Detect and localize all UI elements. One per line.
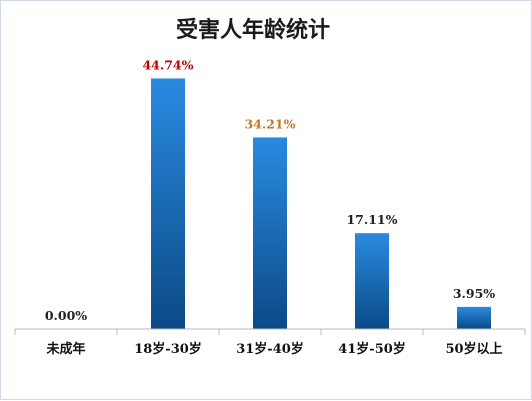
value-labels-group: 0.00% 44.74% 34.21% 17.11% 3.95% [45, 57, 495, 323]
bar-value-label: 44.74% [142, 57, 193, 72]
bar-value-label: 17.11% [346, 212, 397, 227]
category-label: 31岁-40岁 [236, 341, 304, 357]
category-label: 18岁-30岁 [134, 341, 202, 357]
category-label: 未成年 [45, 341, 85, 357]
bar-value-label: 34.21% [244, 116, 295, 131]
category-labels-group: 未成年 18岁-30岁 31岁-40岁 41岁-50岁 50岁以上 [45, 341, 502, 357]
bar [253, 137, 287, 329]
bar-value-label: 3.95% [453, 286, 495, 301]
bar-value-label: 0.00% [45, 308, 87, 323]
bars-group [151, 78, 491, 330]
chart-title: 受害人年龄统计 [176, 17, 330, 43]
category-label: 41岁-50岁 [338, 341, 406, 357]
bar [457, 306, 491, 329]
bar [151, 78, 185, 330]
bar [355, 233, 389, 329]
x-axis-ticks [14, 329, 526, 335]
category-label: 50岁以上 [445, 341, 502, 357]
